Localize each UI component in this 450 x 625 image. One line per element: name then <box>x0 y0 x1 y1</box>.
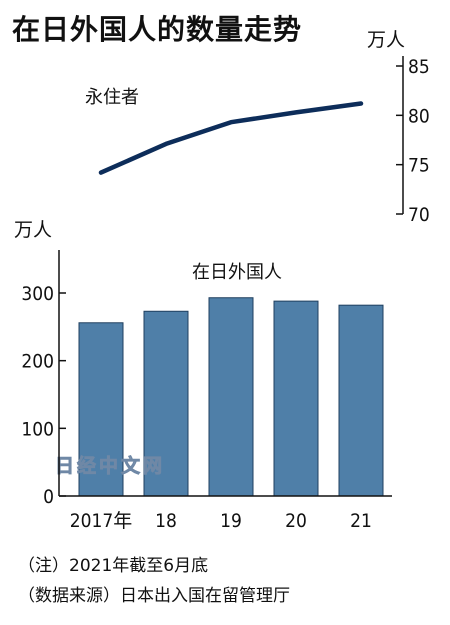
source-note: （数据来源）日本出入国在留管理厅 <box>18 586 290 606</box>
line-chart: 万人 85 80 75 70 永住者 <box>85 29 430 226</box>
line-y-tick-label: 80 <box>408 105 430 127</box>
series-line-permanent-residents <box>98 101 364 175</box>
chart-title: 在日外国人的数量走势 <box>12 13 303 46</box>
bar-1 <box>78 322 124 497</box>
x-tick-label: 2017年 <box>70 510 133 532</box>
bar-3 <box>208 297 254 497</box>
x-tick-label: 18 <box>155 510 177 532</box>
line-unit-label: 万人 <box>367 29 405 51</box>
line-y-tick-label: 75 <box>408 155 430 177</box>
x-tick-label: 21 <box>350 510 372 532</box>
line-y-tick-label: 70 <box>408 204 430 226</box>
line-y-tick-label: 85 <box>408 56 430 78</box>
bar-y-tick-label: 300 <box>21 283 54 305</box>
x-tick-label: 19 <box>220 510 242 532</box>
x-tick-label: 20 <box>285 510 307 532</box>
bar-y-tick-label: 0 <box>43 486 54 508</box>
bar-4 <box>273 300 319 497</box>
bar-2 <box>143 310 189 497</box>
footnote: （注）2021年截至6月底 <box>18 556 209 576</box>
bar-unit-label: 万人 <box>14 219 52 241</box>
bar-chart: 万人 在日外国人 日经中文网 300 200 100 0 2017年 18 19 20 21 <box>14 219 392 532</box>
bar-y-tick-label: 100 <box>21 418 54 440</box>
bar-series-label: 在日外国人 <box>192 262 282 283</box>
watermark-text: 日经中文网 <box>55 454 165 477</box>
bar-5 <box>338 304 384 497</box>
bar-y-tick-label: 200 <box>21 351 54 373</box>
line-series-label: 永住者 <box>85 87 139 108</box>
